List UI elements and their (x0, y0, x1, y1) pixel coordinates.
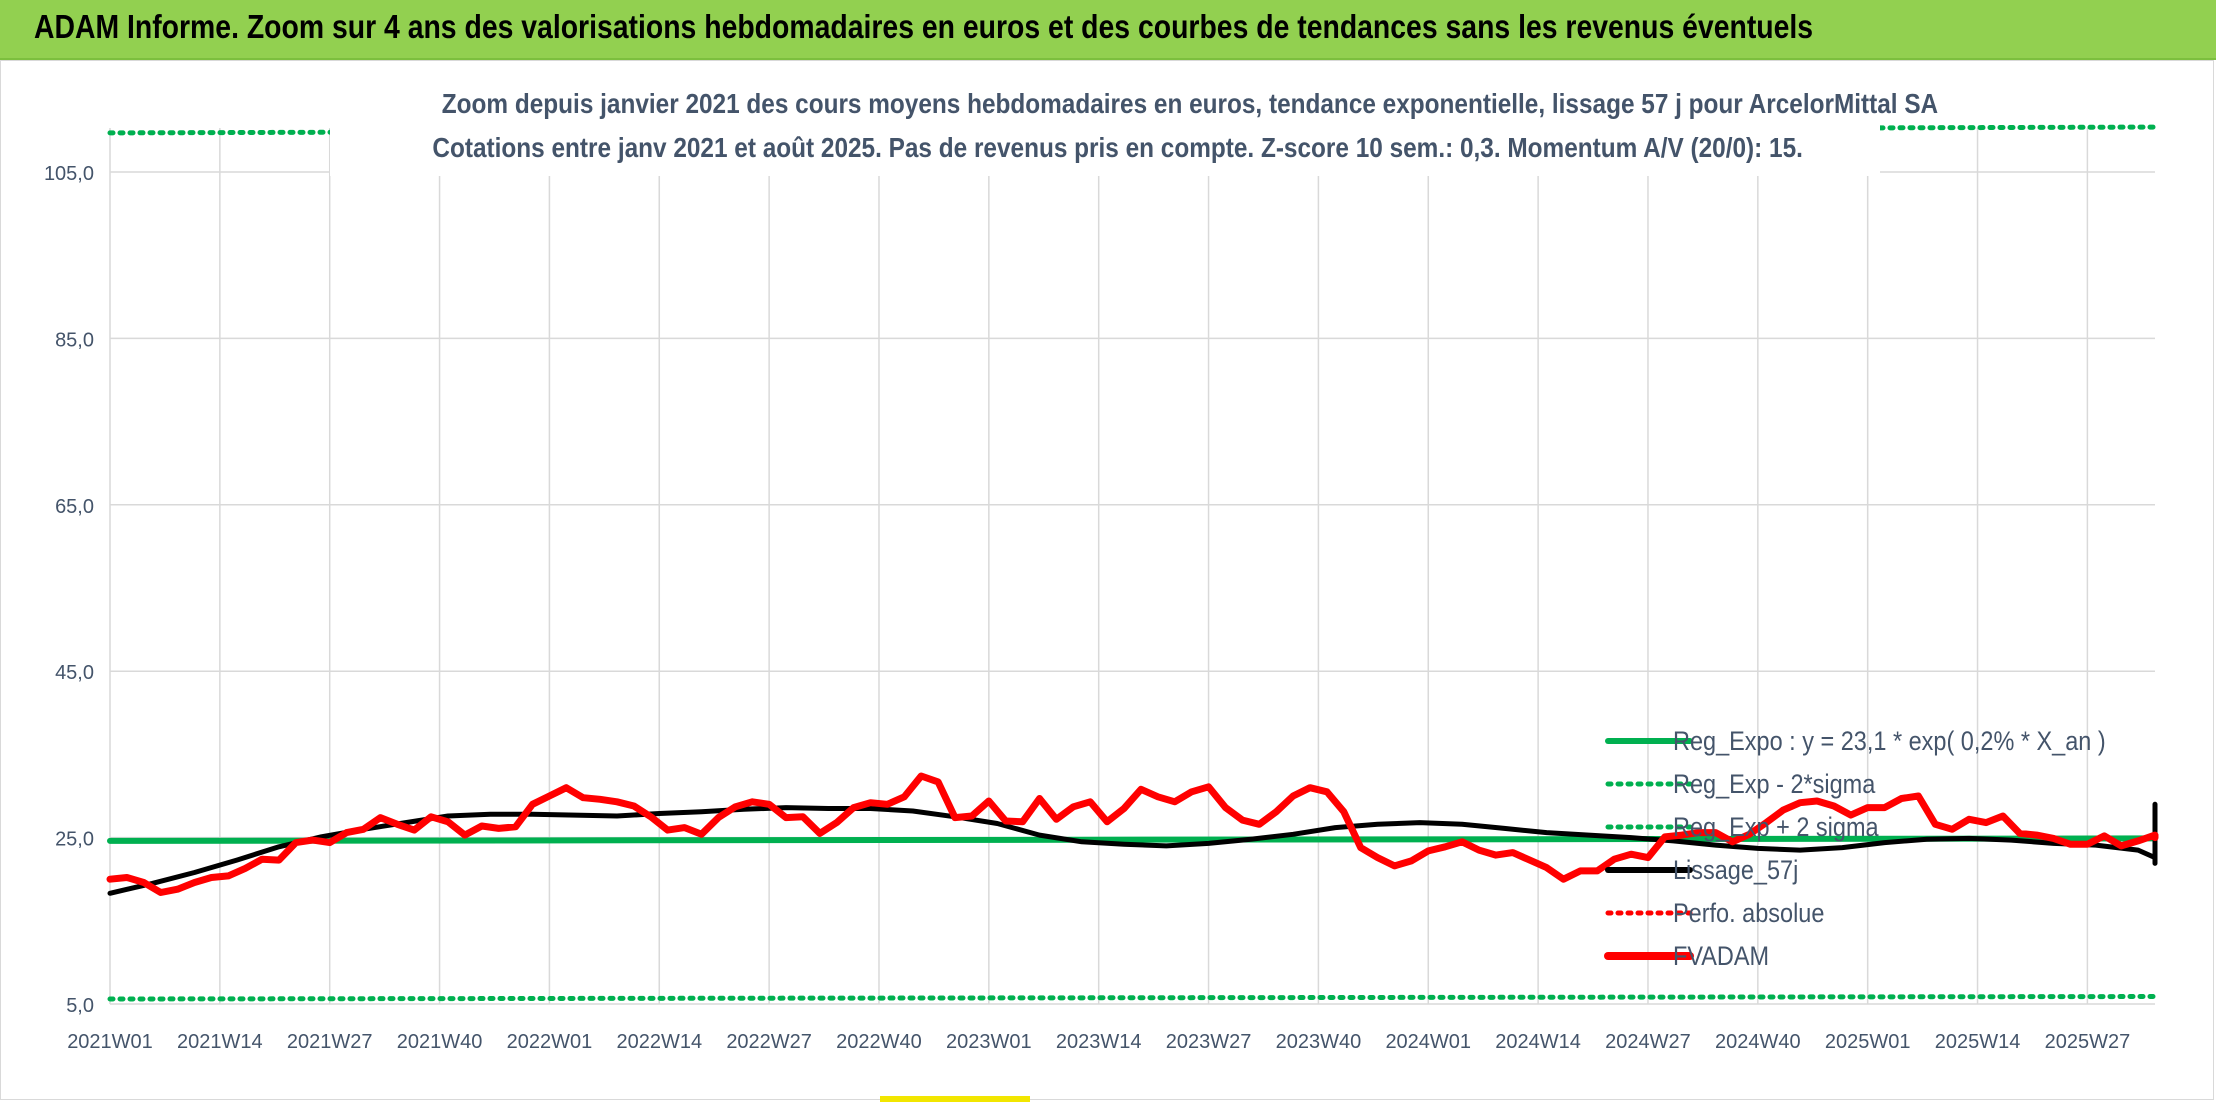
x-tick-label: 2021W40 (397, 1031, 483, 1053)
legend-label: Perfo. absolue (1673, 899, 1824, 929)
x-tick-label: 2025W27 (2045, 1031, 2131, 1053)
series-lissage-57j (107, 801, 2158, 896)
x-tick-label: 2024W14 (1495, 1031, 1581, 1053)
x-axis-ticks: 2021W01 2021W14 2021W27 2021W40 2022W01 2022W… (67, 1031, 2130, 1053)
legend-label: Lissage_57j (1673, 856, 1798, 886)
header-bar: ADAM Informe. Zoom sur 4 ans des valoris… (0, 0, 2216, 60)
x-tick-label: 2023W01 (946, 1031, 1032, 1053)
chart-title: Zoom depuis janvier 2021 des cours moyen… (441, 88, 1939, 119)
legend-label: Reg_Exp + 2 sigma (1673, 813, 1879, 843)
y-axis-ticks: 5,0 25,0 45,0 65,0 85,0 105,0 (44, 163, 94, 1017)
x-tick-label: 2024W27 (1605, 1031, 1691, 1053)
chart-subtitle: Cotations entre janv 2021 et août 2025. … (432, 132, 1803, 163)
x-tick-label: 2023W27 (1166, 1031, 1252, 1053)
x-tick-label: 2021W27 (287, 1031, 373, 1053)
chart-legend: Reg_Expo : y = 23,1 * exp( 0,2% * X_an )… (1604, 727, 2106, 972)
y-tick-label: 85,0 (55, 329, 94, 351)
x-tick-label: 2023W40 (1276, 1031, 1362, 1053)
bottom-accent (880, 1096, 1030, 1102)
y-tick-label: 25,0 (55, 829, 94, 851)
series-reg-exp-minus-2sigma (107, 994, 2158, 1002)
x-tick-label: 2023W14 (1056, 1031, 1142, 1053)
x-tick-label: 2025W14 (1935, 1031, 2021, 1053)
report-title: ADAM Informe. Zoom sur 4 ans des valoris… (34, 8, 1814, 45)
x-tick-label: 2025W01 (1825, 1031, 1911, 1053)
series-reg-expo (107, 835, 2158, 844)
chart-frame (0, 60, 2214, 1100)
legend-label: Reg_Exp - 2*sigma (1673, 770, 1876, 800)
chart-series (106, 124, 2159, 1002)
x-tick-label: 2022W27 (726, 1031, 812, 1053)
y-tick-label: 105,0 (44, 163, 94, 185)
x-tick-label: 2024W40 (1715, 1031, 1801, 1053)
y-tick-label: 65,0 (55, 496, 94, 518)
x-tick-label: 2022W01 (507, 1031, 593, 1053)
x-tick-label: 2021W14 (177, 1031, 263, 1053)
y-tick-label: 45,0 (55, 662, 94, 684)
x-tick-label: 2022W14 (616, 1031, 702, 1053)
x-tick-label: 2022W40 (836, 1031, 922, 1053)
x-tick-label: 2024W01 (1385, 1031, 1471, 1053)
y-tick-label: 5,0 (66, 995, 94, 1017)
series-fvadam (106, 772, 2159, 896)
chart-grid (109, 128, 2155, 1005)
legend-label: FVADAM (1673, 942, 1769, 972)
x-tick-label: 2021W01 (67, 1031, 153, 1053)
chart-title-box: Zoom depuis janvier 2021 des cours moyen… (330, 84, 1939, 176)
legend-label: Reg_Expo : y = 23,1 * exp( 0,2% * X_an ) (1673, 727, 2106, 757)
